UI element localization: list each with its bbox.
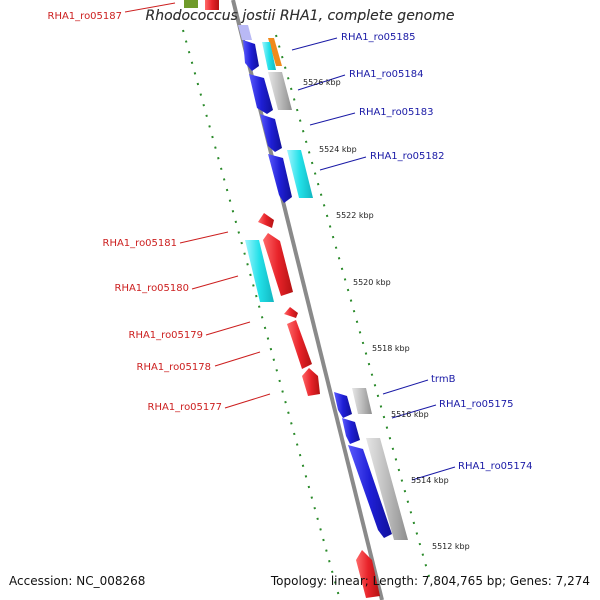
scale-mark: 5514 kbp	[411, 476, 449, 485]
cyan-feature	[262, 42, 276, 70]
callout-line	[191, 275, 239, 290]
scale-mark: 5522 kbp	[336, 211, 374, 220]
gray-feature	[366, 438, 408, 540]
callout-line	[309, 112, 356, 126]
scale-mark: 5518 kbp	[372, 344, 410, 353]
forward-cds[interactable]	[356, 550, 380, 598]
gene-label[interactable]: RHA1_ro05183	[359, 107, 434, 118]
callout-line	[179, 231, 229, 244]
reverse-cds[interactable]	[342, 418, 360, 444]
callout-line	[205, 321, 251, 336]
forward-cds[interactable]	[302, 368, 320, 396]
gene-label[interactable]: RHA1_ro05185	[341, 32, 416, 43]
gray-feature	[268, 72, 292, 110]
scale-mark: 5516 kbp	[391, 410, 429, 419]
reverse-cds[interactable]	[268, 154, 292, 203]
map-title: Rhodococcus jostii RHA1, complete genome	[145, 8, 455, 24]
callout-line	[319, 156, 367, 171]
orange-feature	[268, 38, 282, 66]
top-green-feature	[184, 0, 198, 8]
scale-mark: 5520 kbp	[353, 278, 391, 287]
gene-label[interactable]: RHA1_ro05180	[115, 283, 190, 294]
callout-line	[224, 393, 271, 409]
cyan-feature	[287, 150, 313, 198]
reverse-cds[interactable]	[334, 392, 352, 418]
forward-cds[interactable]	[287, 320, 312, 369]
reverse-cds[interactable]	[260, 114, 282, 152]
callout-line	[391, 404, 437, 419]
genome-summary: Topology: linear; Length: 7,804,765 bp; …	[270, 574, 590, 588]
gene-label[interactable]: trmB	[431, 374, 456, 385]
gene-label[interactable]: RHA1_ro05181	[103, 238, 178, 249]
scale-mark: 5524 kbp	[319, 145, 357, 154]
gene-label[interactable]: RHA1_ro05179	[129, 330, 204, 341]
map-title: Rhodococcus jostii RHA1, complete genome	[145, 8, 455, 24]
top-lavender-feature	[238, 25, 252, 40]
scale-mark: 5526 kbp	[303, 78, 341, 87]
reverse-cds[interactable]	[243, 40, 259, 71]
forward-cds[interactable]	[284, 307, 298, 318]
top-red-feature	[205, 0, 219, 10]
accession-label: Accession: NC_008268	[9, 574, 146, 588]
callout-line	[214, 351, 261, 367]
gray-feature	[352, 388, 372, 414]
forward-cds[interactable]	[258, 213, 274, 228]
gene-label[interactable]: RHA1_ro05174	[458, 461, 533, 472]
callout-line	[411, 466, 456, 481]
gene-label[interactable]: RHA1_ro05184	[349, 69, 424, 80]
callout-line	[297, 74, 346, 91]
callout-line	[124, 2, 176, 13]
scale-mark: 5512 kbp	[432, 542, 470, 551]
gene-label[interactable]: RHA1_ro05182	[370, 151, 445, 162]
reverse-cds-group	[243, 40, 392, 538]
forward-cds[interactable]	[263, 233, 293, 296]
gene-label[interactable]: RHA1_ro05177	[148, 402, 223, 413]
forward-cds-group	[258, 213, 380, 598]
callout-line	[382, 379, 429, 395]
reverse-cds[interactable]	[348, 445, 392, 538]
gene-label[interactable]: RHA1_ro05187	[48, 11, 123, 22]
gene-label[interactable]: RHA1_ro05175	[439, 399, 514, 410]
reverse-cds[interactable]	[249, 74, 273, 114]
cyan-feature	[245, 240, 274, 302]
callout-line	[291, 37, 338, 51]
gene-label[interactable]: RHA1_ro05178	[137, 362, 212, 373]
